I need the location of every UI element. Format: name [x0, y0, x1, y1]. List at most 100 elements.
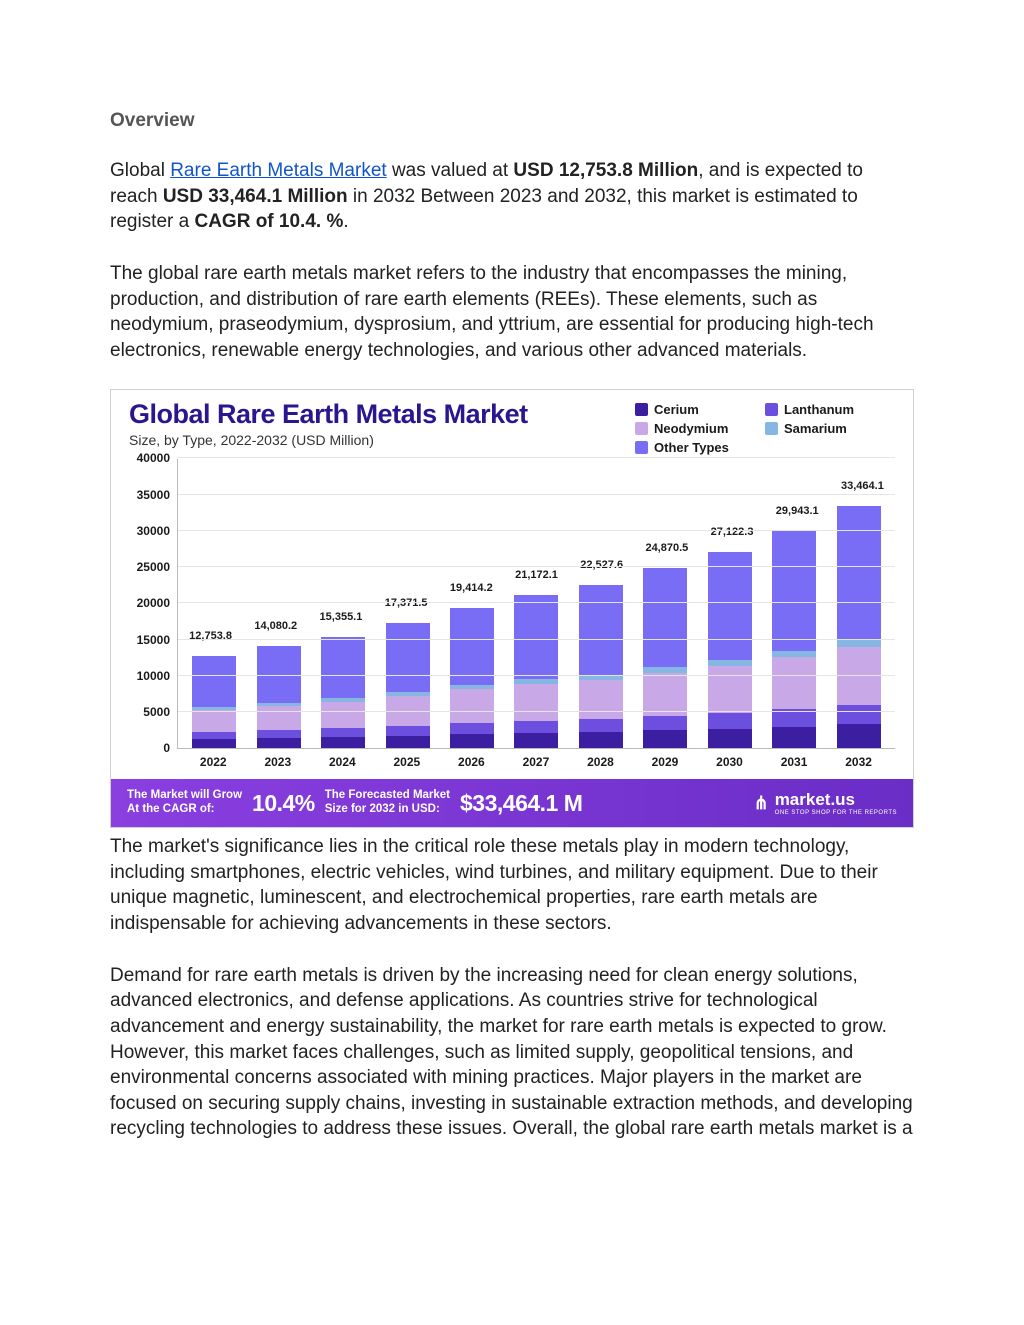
bar-segment: [772, 531, 816, 650]
bar-total-label: 14,080.2: [254, 620, 297, 632]
bar-total-label: 33,464.1: [841, 480, 884, 492]
x-tick-label: 2024: [320, 755, 364, 769]
market-chart: Global Rare Earth Metals Market Size, by…: [110, 389, 914, 828]
bar-stack: [514, 595, 558, 748]
bar-segment: [708, 729, 752, 749]
bar-segment: [257, 738, 301, 748]
text-run: .: [343, 211, 348, 232]
bar-segment: [321, 637, 365, 698]
legend-item: Neodymium: [635, 421, 745, 436]
legend-item: Samarium: [765, 421, 875, 436]
bar-segment: [643, 730, 687, 748]
y-tick-label: 30000: [126, 524, 170, 538]
bar-segment: [386, 736, 430, 749]
brand-icon: ⋔: [754, 793, 769, 814]
bar-segment: [772, 657, 816, 709]
chart-legend: Cerium Lanthanum Neodymium Samarium Other Ty…: [635, 400, 895, 455]
bar-segment: [643, 673, 687, 716]
bar-segment: [192, 656, 236, 707]
market-link[interactable]: Rare Earth Metals Market: [170, 160, 386, 181]
value-bold: CAGR of 10.4. %: [194, 211, 343, 232]
y-tick-label: 10000: [126, 669, 170, 683]
summary-banner: The Market will Grow At the CAGR of: 10.…: [111, 779, 913, 827]
bar-segment: [386, 623, 430, 692]
gridline: [178, 675, 895, 676]
bar-column: [514, 595, 558, 748]
legend-item: Cerium: [635, 402, 745, 417]
bar-segment: [708, 713, 752, 729]
bar-segment: [450, 689, 494, 723]
body-paragraph: The global rare earth metals market refe…: [110, 261, 914, 364]
x-tick-label: 2028: [578, 755, 622, 769]
legend-label: Lanthanum: [784, 402, 854, 417]
bar-segment: [772, 727, 816, 749]
legend-item: Other Types: [635, 440, 745, 455]
bar-segment: [708, 552, 752, 660]
value-bold: USD 12,753.8 Million: [513, 160, 698, 181]
bar-segment: [579, 719, 623, 732]
bar-column: [772, 531, 816, 748]
bar-stack: [386, 623, 430, 749]
bar-segment: [514, 684, 558, 721]
plot: 12,753.814,080.215,355.117,371.519,414.2…: [177, 459, 895, 749]
banner-text: The Forecasted Market Size for 2032 in U…: [325, 789, 450, 817]
intro-paragraph: Global Rare Earth Metals Market was valu…: [110, 158, 914, 235]
bar-stack: [708, 552, 752, 749]
legend-label: Other Types: [654, 440, 729, 455]
bar-segment: [321, 728, 365, 737]
bar-column: [257, 646, 301, 748]
bar-total-label: 27,122.3: [711, 526, 754, 538]
bar-segment: [514, 595, 558, 679]
bar-total-label: 22,527.6: [580, 559, 623, 571]
bar-stack: [257, 646, 301, 748]
legend-swatch: [635, 422, 648, 435]
bar-segment: [837, 724, 881, 748]
bar-segment: [192, 739, 236, 748]
bar-segment: [257, 730, 301, 738]
gridline: [178, 602, 895, 603]
brand-logo: ⋔ market.us ONE STOP SHOP FOR THE REPORT…: [754, 790, 897, 816]
cagr-value: 10.4%: [252, 790, 315, 817]
text-run: Size for 2032 in USD:: [325, 803, 440, 815]
legend-label: Samarium: [784, 421, 847, 436]
x-tick-label: 2027: [514, 755, 558, 769]
banner-text: The Market will Grow At the CAGR of:: [127, 789, 242, 817]
gridline: [178, 457, 895, 458]
bar-segment: [514, 721, 558, 733]
x-tick-label: 2022: [191, 755, 235, 769]
bar-total-label: 21,172.1: [515, 569, 558, 581]
legend-item: Lanthanum: [765, 402, 875, 417]
body-paragraph: The market's significance lies in the cr…: [110, 834, 914, 937]
x-axis-labels: 2022202320242025202620272028202920302031…: [177, 749, 895, 769]
y-tick-label: 20000: [126, 596, 170, 610]
gridline: [178, 494, 895, 495]
bar-segment: [708, 666, 752, 713]
gridline: [178, 530, 895, 531]
bar-segment: [514, 733, 558, 748]
chart-header: Global Rare Earth Metals Market Size, by…: [111, 390, 913, 459]
bar-column: [192, 656, 236, 748]
plot-area: 12,753.814,080.215,355.117,371.519,414.2…: [111, 459, 913, 779]
bar-segment: [450, 723, 494, 734]
y-tick-label: 40000: [126, 451, 170, 465]
text-run: At the CAGR of:: [127, 803, 215, 815]
section-heading: Overview: [110, 110, 914, 132]
brand-name: market.us: [775, 790, 855, 809]
bar-segment: [837, 506, 881, 639]
bar-column: [321, 637, 365, 748]
bar-stack: [450, 608, 494, 749]
bar-group: 12,753.814,080.215,355.117,371.519,414.2…: [178, 459, 895, 748]
text-run: The Forecasted Market: [325, 789, 450, 801]
legend-swatch: [765, 403, 778, 416]
bar-segment: [643, 568, 687, 667]
forecast-value: $33,464.1 M: [460, 790, 582, 817]
bar-segment: [257, 706, 301, 730]
bar-segment: [579, 585, 623, 675]
bar-segment: [321, 702, 365, 729]
legend-swatch: [765, 422, 778, 435]
x-tick-label: 2031: [772, 755, 816, 769]
bar-stack: [192, 656, 236, 748]
y-tick-label: 25000: [126, 560, 170, 574]
bar-segment: [321, 737, 365, 748]
legend-swatch: [635, 403, 648, 416]
